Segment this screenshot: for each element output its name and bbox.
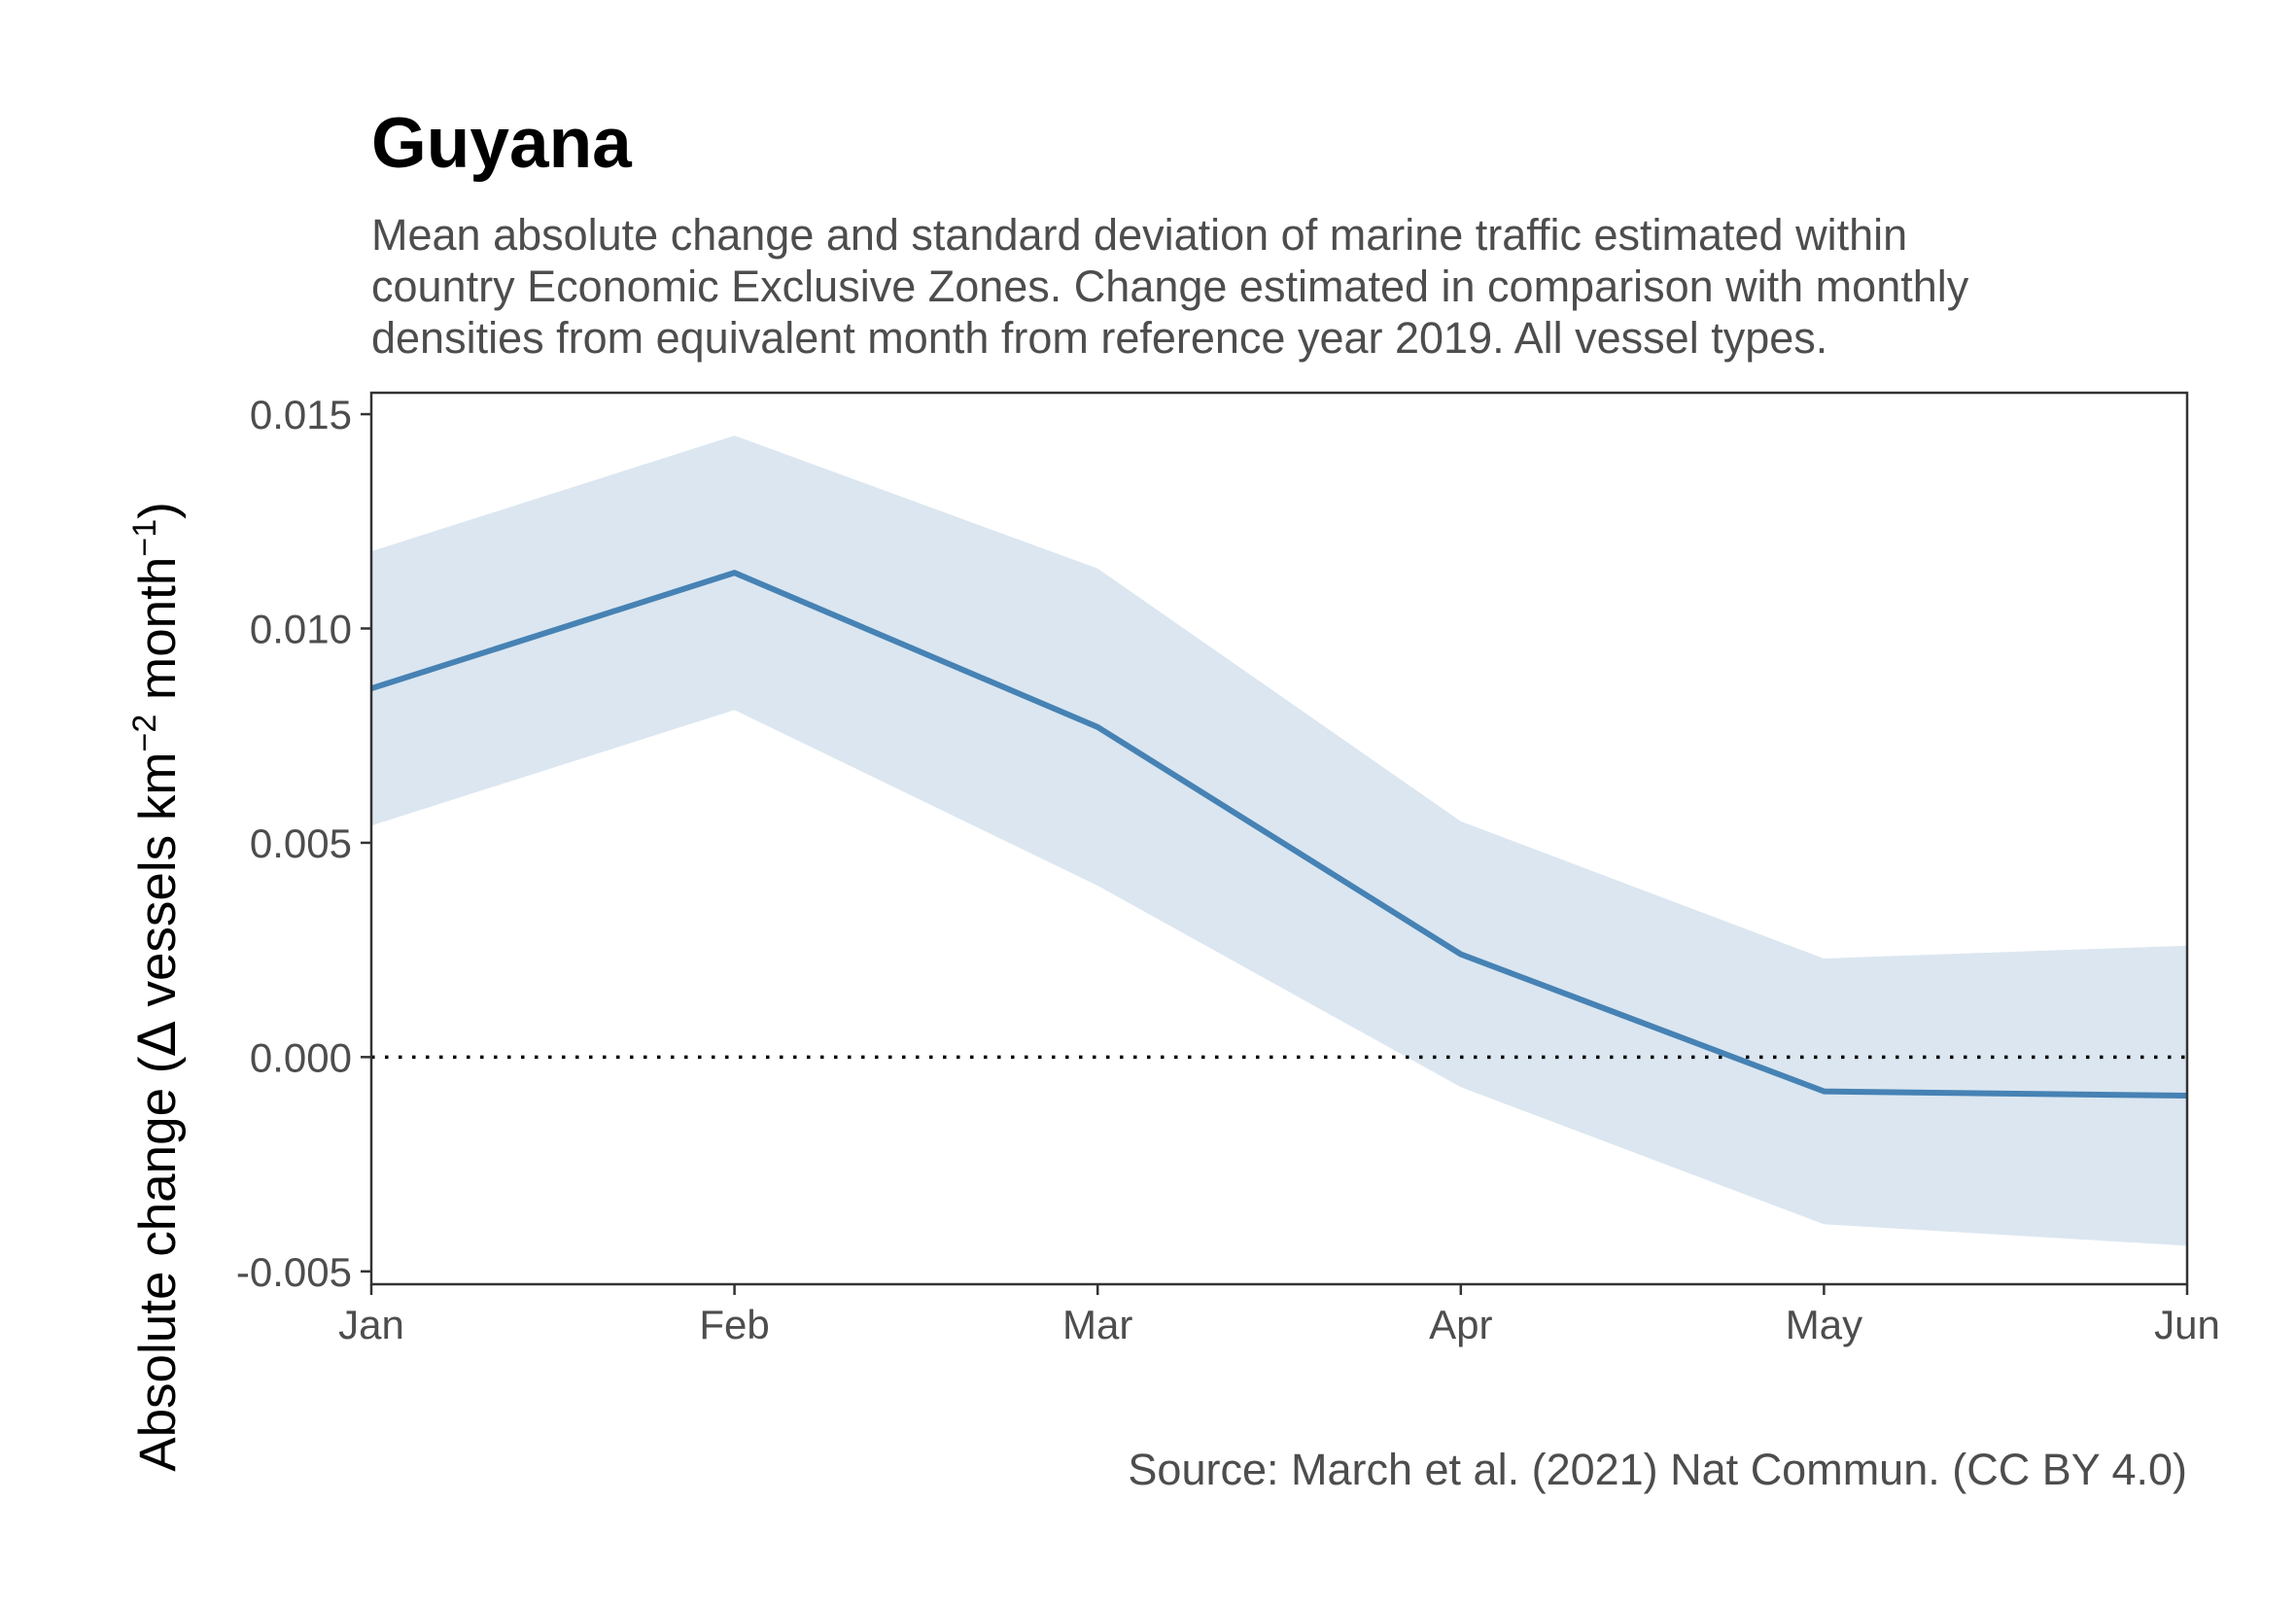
x-tick-label-0: Jan <box>338 1302 404 1347</box>
y-axis-title-exponent-1: −2 <box>126 715 163 752</box>
chart-subtitle-line-2: country Economic Exclusive Zones. Change… <box>371 262 1969 311</box>
y-axis-title-units: vessels km <box>129 751 187 1021</box>
y-tick-label-3: 0.010 <box>250 606 352 651</box>
chart-subtitle-line-3: densities from equivalent month from ref… <box>371 313 1827 363</box>
x-tick-label-2: Mar <box>1062 1302 1132 1347</box>
mean-change-line-0 <box>371 570 2187 1100</box>
chart-caption: Source: March et al. (2021) Nat Commun. … <box>1128 1445 2187 1494</box>
y-axis-title-exponent-2: −1 <box>126 519 163 557</box>
x-tick-label-4: May <box>1786 1302 1862 1347</box>
y-axis-title-mid: month <box>129 557 187 715</box>
y-axis-title-prefix: Absolute change ( <box>129 1056 187 1472</box>
y-axis-title-suffix: ) <box>129 502 187 519</box>
y-tick-label-2: 0.005 <box>250 821 352 866</box>
y-tick-label-1: 0.000 <box>250 1034 352 1080</box>
panel-contents <box>371 436 2187 1246</box>
x-tick-label-5: Jun <box>2154 1302 2220 1347</box>
x-tick-label-1: Feb <box>699 1302 769 1347</box>
chart-subtitle-line-1: Mean absolute change and standard deviat… <box>371 210 1907 260</box>
x-tick-label-3: Apr <box>1429 1302 1492 1347</box>
chart-title: Guyana <box>371 104 633 183</box>
y-axis-title: Absolute change (Δ vessels km−2 month−1) <box>126 502 188 1472</box>
panel-border <box>369 391 2189 1286</box>
y-tick-label-4: 0.015 <box>250 392 352 437</box>
y-tick-label-0: -0.005 <box>236 1249 352 1295</box>
plot-area: -0.005 0.000 0.005 0.010 0.015 Jan Feb Mar Apr Ma… <box>236 391 2220 1347</box>
y-axis-title-delta: Δ <box>128 1021 188 1056</box>
